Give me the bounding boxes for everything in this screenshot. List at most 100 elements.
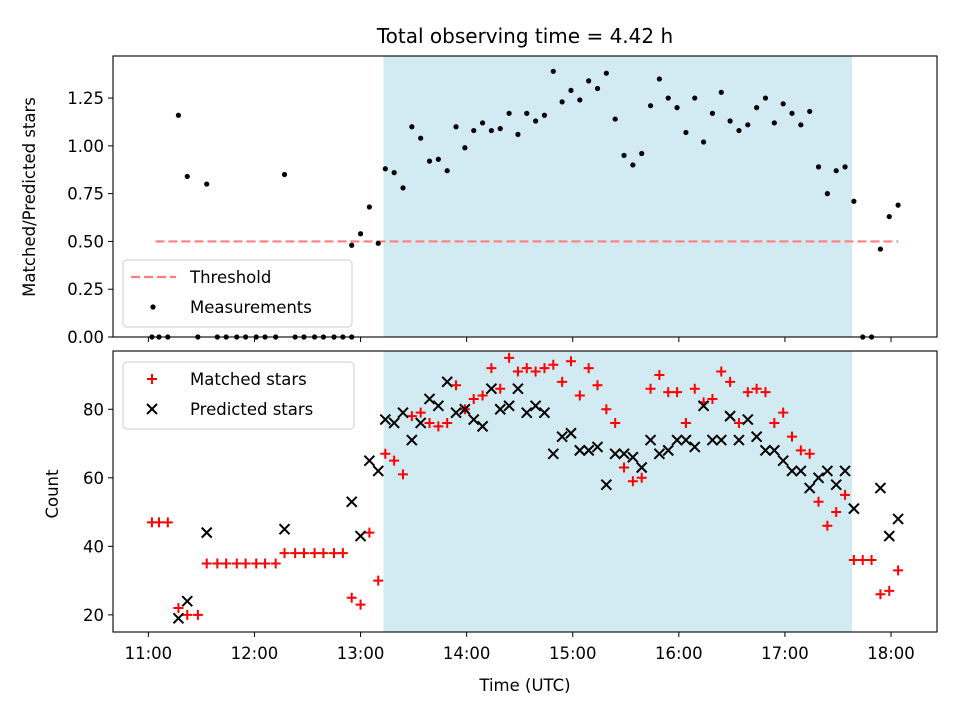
- legend-box: [122, 259, 353, 328]
- matched-stars-point: [822, 520, 833, 531]
- top-y-tick-label: 0.75: [67, 185, 104, 204]
- matched-stars-point: [290, 548, 301, 559]
- bottom-y-tick-label: 80: [83, 400, 104, 419]
- measurements-point: [807, 108, 813, 115]
- bottom-y-axis-label: Count: [43, 469, 62, 519]
- predicted-stars-point: [512, 382, 524, 395]
- matched-stars-point: [760, 387, 771, 398]
- matched-stars-point: [751, 383, 762, 394]
- predicted-stars-point: [715, 434, 727, 446]
- predicted-stars-point: [653, 448, 666, 460]
- measurements-point: [674, 105, 680, 111]
- predicted-stars-point: [459, 403, 471, 415]
- matched-stars-point: [433, 421, 444, 432]
- measurements-point: [754, 105, 760, 111]
- predicted-stars-point: [777, 454, 789, 467]
- matched-stars-point: [672, 387, 683, 398]
- matched-stars-point: [318, 548, 329, 559]
- measurements-point: [877, 246, 884, 252]
- measurements-point: [515, 131, 521, 137]
- predicted-stars-point: [883, 530, 895, 542]
- legend-label: Threshold: [189, 268, 271, 287]
- measurements-point: [479, 120, 486, 126]
- matched-stars-point: [725, 376, 736, 387]
- x-tick-label: 15:00: [549, 644, 597, 663]
- predicted-stars-point: [724, 410, 736, 422]
- matched-stars-point: [866, 555, 877, 566]
- measurements-point: [683, 129, 689, 136]
- measurements-point: [621, 152, 627, 159]
- predicted-stars-point: [839, 465, 851, 477]
- predicted-stars-point: [476, 420, 489, 433]
- matched-stars-point: [813, 496, 824, 507]
- measurements-point: [349, 242, 355, 248]
- matched-stars-point: [583, 363, 594, 374]
- predicted-stars-point: [830, 478, 842, 491]
- matched-stars-point: [415, 407, 426, 418]
- top-legend: Threshold Measurements: [122, 259, 353, 328]
- predicted-stars-point: [574, 444, 586, 457]
- matched-stars-point: [364, 527, 375, 538]
- predicted-stars-point: [172, 612, 185, 625]
- predicted-stars-point: [278, 523, 291, 535]
- matched-stars-point: [557, 376, 568, 387]
- matched-stars-point: [663, 387, 674, 398]
- matched-stars-point: [221, 558, 232, 569]
- matched-stars-point: [857, 555, 868, 566]
- matched-stars-point: [893, 565, 904, 576]
- legend-predicted-swatch: [146, 403, 158, 415]
- predicted-stars-point: [354, 530, 367, 542]
- matched-stars-point: [468, 393, 479, 404]
- matched-stars-point: [486, 363, 497, 374]
- measurements-point: [586, 78, 592, 84]
- matched-stars-point: [530, 366, 541, 377]
- measurements-point: [175, 112, 182, 118]
- measurements-point: [603, 70, 609, 76]
- top-y-tick-label: 0.00: [67, 328, 104, 347]
- predicted-stars-point: [742, 413, 754, 426]
- matched-stars-point: [251, 558, 262, 569]
- predicted-stars-point: [503, 400, 515, 412]
- matched-stars-point: [831, 507, 842, 518]
- measurements-point: [798, 122, 804, 128]
- predicted-stars-point: [388, 417, 400, 429]
- matched-stars-point: [380, 448, 391, 459]
- predicted-stars-point: [706, 434, 719, 446]
- matched-stars-point: [298, 548, 309, 559]
- matched-stars-point: [173, 603, 184, 614]
- measurements-point: [453, 124, 459, 130]
- legend-label: Measurements: [190, 298, 312, 317]
- matched-stars-point: [795, 445, 806, 456]
- legend-matched-swatch: [147, 374, 157, 384]
- predicted-stars-point: [538, 406, 551, 419]
- measurements-point: [639, 150, 645, 157]
- measurements-point: [700, 139, 707, 145]
- x-tick-label: 13:00: [337, 644, 385, 663]
- matched-stars-point: [742, 387, 753, 398]
- x-tick-label: 17:00: [761, 644, 809, 663]
- predicted-stars-point: [786, 465, 798, 477]
- matched-stars-point: [162, 517, 173, 528]
- legend-measurements-swatch: [150, 304, 156, 310]
- matched-stars-point: [733, 417, 744, 428]
- predicted-stars-point: [635, 461, 648, 474]
- measurements-point: [357, 231, 364, 237]
- matched-stars-point: [548, 359, 559, 370]
- measurements-point: [727, 118, 733, 124]
- measurements-point: [736, 127, 742, 134]
- predicted-stars-point: [627, 451, 639, 463]
- measurements-point: [594, 85, 601, 92]
- matched-stars-point: [539, 363, 550, 374]
- measurements-point: [771, 120, 777, 126]
- matched-stars-point: [309, 548, 320, 559]
- bottom-observing-window: [383, 351, 853, 632]
- chart-title: Total observing time = 4.42 h: [376, 24, 673, 48]
- predicted-stars-point: [591, 441, 604, 453]
- predicted-stars-point: [795, 465, 807, 477]
- matched-stars-point: [406, 411, 417, 422]
- matched-stars-point: [716, 366, 727, 377]
- measurements-point: [524, 110, 530, 116]
- measurements-point: [400, 185, 406, 191]
- top-y-tick-label: 1.00: [67, 137, 104, 156]
- matched-stars-point: [477, 390, 488, 401]
